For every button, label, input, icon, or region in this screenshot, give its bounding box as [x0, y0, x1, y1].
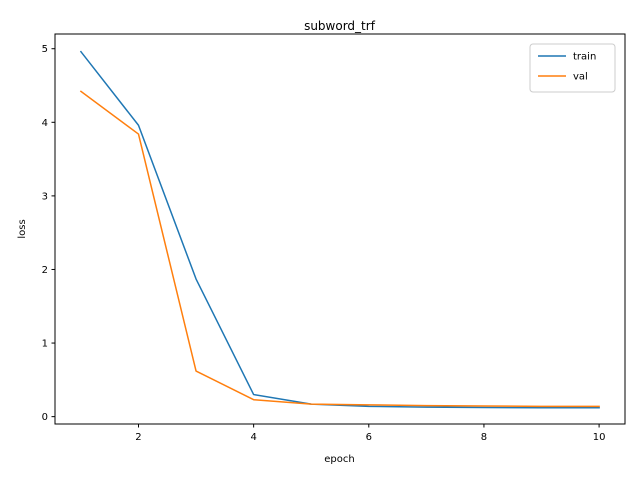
series-lines: [79, 50, 600, 409]
chart-title: subword_trf: [304, 19, 376, 33]
y-tick-label: 5: [42, 44, 48, 55]
y-tick-label: 1: [42, 339, 48, 350]
x-tick-label: 8: [481, 432, 487, 443]
legend-label-val: val: [573, 72, 588, 83]
axes-frame: [54, 33, 626, 425]
y-tick-label: 0: [42, 412, 48, 423]
series-line-val: [79, 90, 600, 408]
legend-label-train: train: [573, 52, 596, 63]
y-tick-label: 3: [42, 191, 48, 202]
x-axis: 2 4 6 8 10: [135, 424, 605, 443]
x-tick-label: 6: [366, 432, 372, 443]
y-tick-label: 4: [42, 118, 48, 129]
x-axis-label: epoch: [324, 454, 354, 465]
y-tick-label: 2: [42, 265, 48, 276]
x-tick-label: 4: [250, 432, 256, 443]
series-line-train: [79, 50, 600, 409]
x-tick-label: 2: [135, 432, 141, 443]
y-axis: 0 1 2 3 4 5: [42, 44, 55, 423]
y-axis-label: loss: [17, 219, 28, 238]
x-tick-label: 10: [593, 432, 606, 443]
legend: train val: [529, 43, 616, 93]
